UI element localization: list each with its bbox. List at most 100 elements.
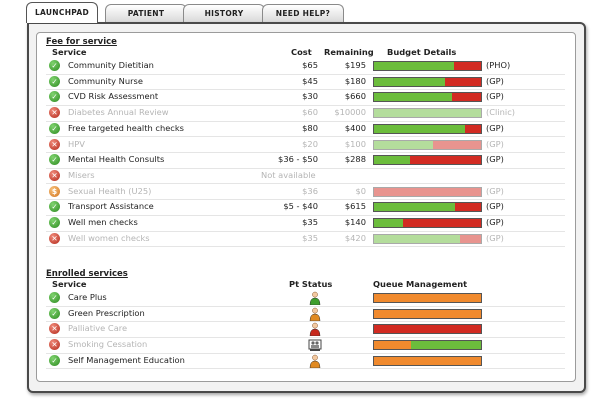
service-name[interactable]: Mental Health Consults — [68, 154, 165, 165]
enrolled-service-row[interactable]: ✓ Care Plus — [46, 290, 565, 307]
check-circle-icon: ✓ — [49, 154, 60, 166]
service-remaining: $660 — [344, 91, 366, 102]
team-icon[interactable] — [308, 338, 322, 352]
queue-bar — [373, 340, 482, 351]
enrolled-service-row[interactable]: ✓ Green Prescription — [46, 306, 565, 323]
tab-launchpad[interactable]: LAUNCHPAD — [26, 2, 98, 23]
fee-service-row[interactable]: ✓ CVD Risk Assessment $30 $660 (GP) — [46, 89, 565, 106]
service-name[interactable]: CVD Risk Assessment — [68, 91, 159, 102]
service-name[interactable]: Well men checks — [68, 217, 138, 227]
check-circle-icon: ✓ — [49, 292, 60, 303]
fee-service-row[interactable]: ✕ Misers Not available — [46, 168, 565, 185]
service-cost: $65 — [302, 60, 318, 70]
queue-bar — [373, 293, 482, 303]
header-enrolled-service: Service — [52, 279, 87, 289]
service-name[interactable]: Community Dietitian — [68, 60, 154, 70]
orange-person-icon[interactable] — [308, 354, 322, 369]
budget-funder: (GP) — [486, 122, 504, 133]
service-name[interactable]: Diabetes Annual Review — [68, 107, 169, 118]
service-cost: $36 - $50 — [278, 154, 318, 165]
service-cost: $35 — [302, 217, 318, 227]
check-circle-icon: ✓ — [49, 201, 60, 213]
fee-service-row[interactable]: ✕ Diabetes Annual Review $60 $10000 (Clinic) — [46, 105, 565, 122]
service-cost: $45 — [302, 75, 318, 86]
budget-bar-fill — [374, 234, 460, 243]
launchpad-content: Fee for service Service Cost Remaining B… — [36, 32, 576, 382]
service-name[interactable]: Transport Assistance — [68, 201, 154, 212]
check-circle-icon: ✓ — [49, 122, 60, 134]
enrolled-service-name[interactable]: Self Management Education — [68, 354, 185, 365]
cross-circle-icon: ✕ — [49, 138, 60, 150]
enrolled-service-name[interactable]: Smoking Cessation — [68, 339, 148, 350]
budget-bar — [373, 155, 482, 166]
service-cost: $35 — [302, 232, 318, 243]
service-name[interactable]: Community Nurse — [68, 75, 143, 86]
check-circle-icon: ✓ — [49, 75, 60, 87]
green-person-icon[interactable] — [308, 291, 322, 306]
fee-service-row[interactable]: ✓ Mental Health Consults $36 - $50 $288 (GP) — [46, 152, 565, 169]
budget-bar-fill — [374, 203, 456, 212]
service-remaining: $615 — [344, 201, 366, 212]
check-circle-icon: ✓ — [49, 60, 60, 71]
tab-history[interactable]: HISTORY — [183, 4, 265, 22]
header-pt-status: Pt Status — [289, 279, 333, 289]
fee-service-row[interactable]: ✓ Community Dietitian $65 $195 (PHO) — [46, 58, 565, 75]
service-remaining: $180 — [344, 75, 366, 86]
service-remaining: $100 — [344, 138, 366, 149]
tab-need-help[interactable]: NEED HELP? — [262, 4, 344, 22]
budget-bar — [373, 139, 482, 150]
red-person-icon[interactable] — [308, 322, 322, 337]
cross-circle-icon: ✕ — [49, 323, 60, 335]
budget-bar — [373, 108, 482, 119]
enrolled-service-row[interactable]: ✕ Palliative Care — [46, 321, 565, 338]
service-cost: $5 - $40 — [283, 201, 318, 212]
tab-patient[interactable]: PATIENT — [105, 4, 187, 22]
budget-funder: (GP) — [486, 75, 504, 86]
fee-service-row[interactable]: ✕ Well women checks $35 $420 (GP) — [46, 231, 565, 248]
header-queue-management: Queue Management — [373, 279, 468, 289]
enrolled-service-row[interactable]: ✓ Self Management Education — [46, 353, 565, 370]
budget-bar — [373, 233, 482, 244]
service-cost: $60 — [302, 107, 318, 118]
budget-bar-fill — [374, 124, 465, 133]
fee-service-row[interactable]: ✓ Community Nurse $45 $180 (GP) — [46, 74, 565, 91]
service-remaining: $288 — [344, 154, 366, 165]
budget-bar — [373, 202, 482, 213]
service-remaining: $140 — [344, 217, 366, 227]
service-name[interactable]: Sexual Health (U25) — [68, 185, 152, 196]
dollar-circle-icon: $ — [49, 185, 60, 197]
service-cost: $30 — [302, 91, 318, 102]
orange-person-icon[interactable] — [308, 307, 322, 321]
fee-service-row[interactable]: ✓ Free targeted health checks $80 $400 (GP) — [46, 121, 565, 138]
queue-bar-fill — [411, 341, 481, 350]
budget-bar — [373, 92, 482, 103]
budget-bar — [373, 76, 482, 87]
budget-funder: (Clinic) — [486, 107, 516, 118]
service-name[interactable]: Misers — [68, 169, 95, 180]
enrolled-service-row[interactable]: ✕ Smoking Cessation — [46, 337, 565, 354]
budget-bar — [373, 61, 482, 71]
budget-bar-fill — [374, 93, 453, 102]
service-remaining: $10000 — [334, 107, 366, 118]
budget-bar — [373, 186, 482, 197]
service-name[interactable]: HPV — [68, 138, 85, 149]
header-cost: Cost — [291, 47, 312, 57]
budget-bar-fill — [374, 219, 403, 227]
fee-service-row[interactable]: $ Sexual Health (U25) $36 $0 (GP) — [46, 184, 565, 201]
budget-bar-fill — [374, 77, 445, 86]
fee-service-row[interactable]: ✕ HPV $20 $100 (GP) — [46, 137, 565, 153]
check-circle-icon: ✓ — [49, 217, 60, 228]
fee-service-row[interactable]: ✓ Transport Assistance $5 - $40 $615 (GP) — [46, 199, 565, 216]
enrolled-service-name[interactable]: Green Prescription — [68, 307, 145, 318]
cross-circle-icon: ✕ — [49, 232, 60, 244]
budget-funder: (GP) — [486, 91, 504, 102]
service-name[interactable]: Free targeted health checks — [68, 122, 184, 133]
enrolled-service-name[interactable]: Care Plus — [68, 292, 107, 302]
service-name[interactable]: Well women checks — [68, 232, 150, 243]
budget-funder: (GP) — [486, 154, 504, 165]
service-remaining: $420 — [344, 232, 366, 243]
header-remaining: Remaining — [324, 47, 374, 57]
fee-service-row[interactable]: ✓ Well men checks $35 $140 (GP) — [46, 215, 565, 232]
check-circle-icon: ✓ — [49, 354, 60, 366]
enrolled-service-name[interactable]: Palliative Care — [68, 323, 128, 334]
